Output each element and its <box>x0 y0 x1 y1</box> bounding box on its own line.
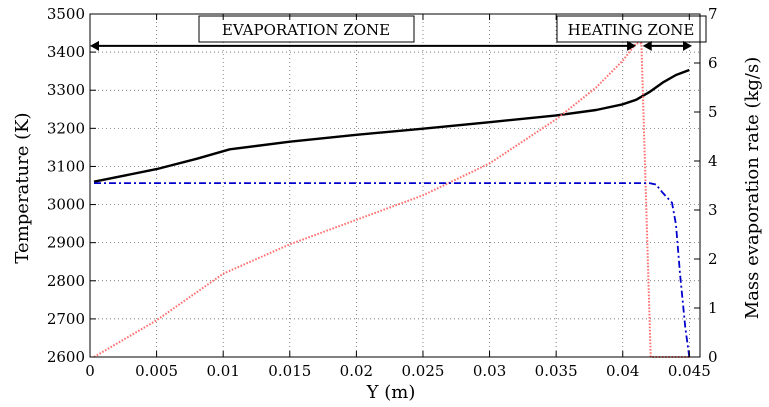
y-right-tick-label: 6 <box>708 54 718 72</box>
x-tick-label: 0.015 <box>268 362 311 380</box>
series-line-solid <box>93 68 690 183</box>
y-left-tick-label: 3200 <box>47 119 85 137</box>
zone-annotations: EVAPORATION ZONE HEATING ZONE <box>90 15 707 51</box>
y-right-tick-label: 3 <box>708 201 718 219</box>
evaporation-zone-box <box>198 15 415 43</box>
y-left-tick-label: 2700 <box>47 310 85 328</box>
heating-zone-label: HEATING ZONE <box>568 21 695 39</box>
y-right-tick-label: 5 <box>708 103 718 121</box>
heating-zone-box <box>556 15 707 43</box>
grid-lines <box>89 13 700 358</box>
x-tick-label: 0.04 <box>606 362 639 380</box>
axes-frame <box>89 13 701 358</box>
y-left-tick-label: 3100 <box>47 157 85 175</box>
y-left-tick-label: 2800 <box>47 272 85 290</box>
y-left-tick-label: 3300 <box>47 81 85 99</box>
y-left-tick-label: 3500 <box>47 5 85 23</box>
x-tick-label: 0.03 <box>473 362 506 380</box>
evaporation-zone-label: EVAPORATION ZONE <box>222 21 390 39</box>
evaporation-zone-arrow-head-right <box>627 40 637 51</box>
y-axis-label-right: Mass evaporation rate (kg/s) <box>742 57 763 319</box>
y-left-tick-label: 2900 <box>47 234 85 252</box>
evaporation-zone-arrow-head-left <box>90 40 99 51</box>
y-left-tick-label: 2600 <box>47 348 85 366</box>
series-line-dotted <box>93 42 690 358</box>
heating-zone-arrow-head-right <box>683 40 693 51</box>
y-right-tick-label: 7 <box>708 5 718 23</box>
y-right-tick-label: 2 <box>708 250 718 268</box>
y-right-tick-label: 1 <box>708 299 718 317</box>
heating-zone-arrow-head-left <box>642 40 652 51</box>
x-tick-label: 0.035 <box>535 362 578 380</box>
y-left-tick-label: 3400 <box>47 43 85 61</box>
x-tick-label: 0.01 <box>206 362 239 380</box>
tick-labels: 0 0.005 0.01 0.015 0.02 0.025 0.03 0.035 0.04 0.0… <box>47 5 718 380</box>
x-tick-label: 0.005 <box>135 362 178 380</box>
series-layer <box>93 42 691 358</box>
y-right-tick-label: 0 <box>708 348 718 366</box>
y-right-tick-label: 4 <box>708 152 718 170</box>
x-tick-label: 0 <box>85 362 95 380</box>
plot-frame <box>89 13 701 358</box>
y-left-tick-label: 3000 <box>47 196 85 214</box>
series-line-dashdot <box>94 182 691 358</box>
x-tick-label: 0.025 <box>401 362 444 380</box>
x-tick-label: 0.045 <box>668 362 711 380</box>
x-axis-label: Y (m) <box>366 382 416 403</box>
y-axis-label-left: Temperature (K) <box>12 112 33 263</box>
x-tick-label: 0.02 <box>340 362 373 380</box>
